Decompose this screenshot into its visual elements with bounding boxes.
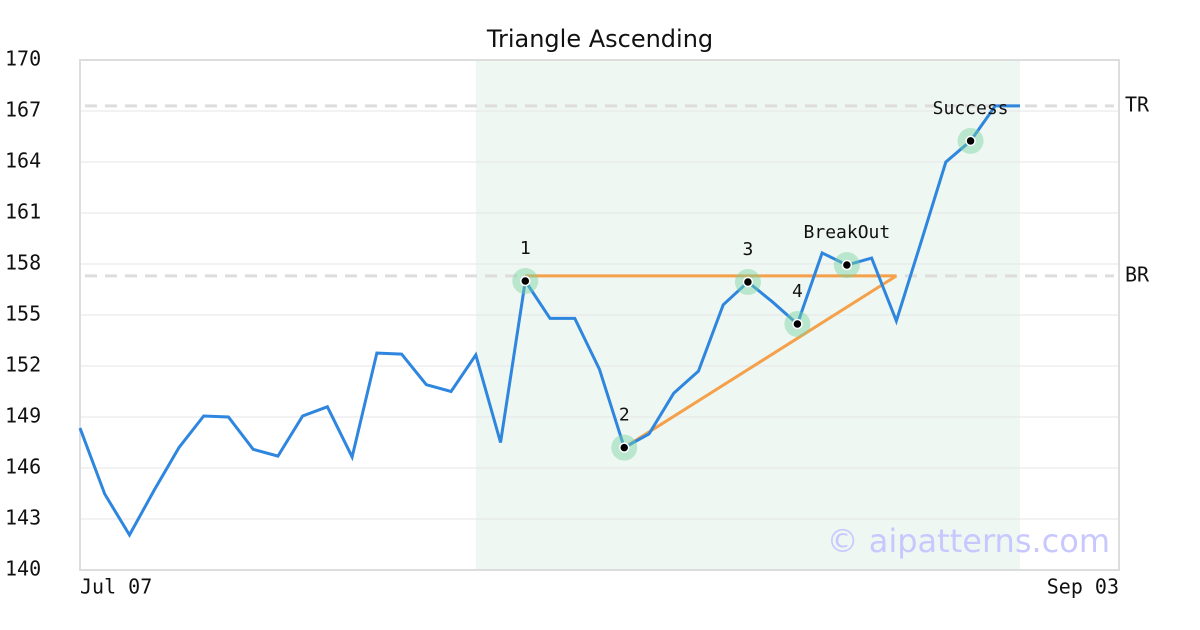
x-tick-label: Jul 07 [80, 575, 152, 599]
y-tick-label: 146 [5, 455, 41, 479]
point-label: 3 [743, 239, 754, 260]
y-tick-label: 161 [5, 200, 41, 224]
plot-frame [79, 59, 1120, 571]
y-tick-label: 170 [5, 47, 41, 71]
y-tick-label: 155 [5, 302, 41, 326]
watermark: © aipatterns.com [827, 522, 1110, 560]
y-tick-label: 152 [5, 353, 41, 377]
point-dot [618, 442, 630, 453]
point-label: Success [933, 98, 1009, 119]
y-tick-label: 164 [5, 149, 41, 173]
point-dot [792, 318, 803, 330]
point-dot [520, 275, 531, 287]
point-label: BreakOut [804, 222, 891, 243]
y-tick-label: 140 [5, 557, 41, 581]
level-label: BR [1125, 262, 1150, 286]
price-line [78, 104, 1021, 538]
y-tick-label: 158 [5, 251, 41, 275]
point-dot [965, 135, 976, 147]
x-tick-label: Sep 03 [1047, 575, 1119, 599]
y-tick-label: 149 [5, 404, 41, 428]
y-tick-label: 143 [5, 506, 41, 530]
point-dot [742, 276, 754, 288]
pattern-line [623, 274, 898, 449]
level-label: TR [1125, 92, 1150, 116]
chart-title: Triangle Ascending [486, 25, 713, 53]
point-label: 2 [619, 405, 630, 426]
point-label: 4 [792, 281, 803, 302]
point-label: 1 [520, 238, 531, 259]
point-dot [841, 259, 853, 271]
y-tick-label: 167 [5, 98, 41, 122]
